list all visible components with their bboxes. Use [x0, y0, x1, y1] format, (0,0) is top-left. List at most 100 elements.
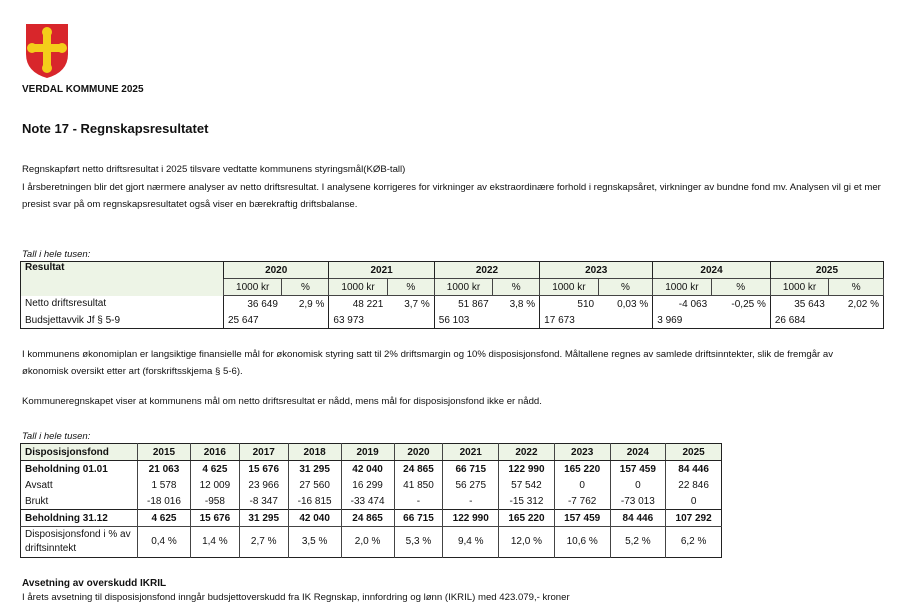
paragraph: I årsberetningen blir det gjort nærmere …	[22, 182, 881, 210]
percent-cell: 3,8 %	[509, 298, 536, 310]
table-row: Beholdning 31.12 4 625 15 676 31 295 42 040 2…	[20, 509, 722, 527]
row-label: Disposisjonsfond i % av driftsinntekt	[25, 529, 131, 554]
note-title: Note 17 - Regnskapsresultatet	[22, 121, 209, 136]
row-label: Beholdning 31.12	[20, 509, 138, 527]
table-caption: Tall i hele tusen:	[22, 431, 91, 442]
amount-cell: 48 221	[328, 295, 388, 312]
coat-of-arms-logo	[26, 24, 68, 78]
year-header: 2017	[238, 443, 289, 461]
unit-header: %	[281, 278, 330, 296]
paragraph: Regnskapført netto driftsresultat i 2025…	[22, 164, 406, 175]
value-cell: 84 446	[665, 460, 722, 477]
value-cell: 42 040	[287, 509, 342, 527]
percent-cell: 2,9 %	[298, 298, 325, 310]
value-cell: 31 295	[238, 509, 289, 527]
value-cell: -	[393, 493, 443, 510]
value-cell: 42 040	[340, 460, 395, 477]
row-label: Budsjettavvik Jf § 5-9	[25, 314, 121, 326]
value-cell: 1 578	[137, 477, 191, 493]
value-cell: 41 850	[393, 477, 443, 493]
amount-cell: 56 103	[433, 312, 540, 329]
amount-cell: 25 647	[222, 312, 329, 329]
unit-header: 1000 kr	[222, 278, 283, 296]
amount-cell: 36 649	[222, 295, 282, 312]
value-cell: 5,2 %	[609, 526, 666, 558]
year-header: 2020	[393, 443, 443, 461]
amount-cell: 510	[539, 295, 599, 312]
value-cell: 3,5 %	[287, 526, 342, 558]
row-label: Beholdning 01.01	[25, 463, 108, 475]
value-cell: 0,4 %	[137, 526, 191, 558]
row-label: Netto driftsresultat	[25, 298, 107, 310]
organization-name: VERDAL KOMMUNE 2025	[22, 84, 144, 95]
table-row: Brukt -18 016 -958 -8 347 -16 815 -33 474- - -1…	[21, 493, 722, 510]
year-header: 2023	[539, 261, 653, 279]
amount-cell: 17 673	[539, 312, 653, 329]
year-header: 2025	[769, 261, 884, 279]
value-cell: 4 625	[189, 460, 240, 477]
row-label: Brukt	[25, 495, 49, 507]
amount-cell: 63 973	[328, 312, 435, 329]
amount-cell: 35 643	[769, 295, 829, 312]
paragraph: Kommuneregnskapet viser at kommunens mål…	[22, 396, 542, 407]
table-row: Avsatt 1 578 12 009 23 966 27 560 16 299 41 85…	[21, 477, 722, 493]
value-cell: 6,2 %	[665, 526, 722, 558]
unit-header: %	[386, 278, 435, 296]
unit-header: 1000 kr	[328, 278, 388, 296]
subheading: Avsetning av overskudd IKRIL	[22, 578, 167, 589]
paragraph: I årets avsetning til disposisjonsfond i…	[22, 592, 570, 603]
unit-header: 1000 kr	[539, 278, 599, 296]
value-cell: -33 474	[340, 493, 395, 510]
value-cell: 16 299	[340, 477, 395, 493]
value-cell: 157 459	[553, 509, 610, 527]
value-cell: 2,7 %	[238, 526, 289, 558]
value-cell: -15 312	[498, 493, 555, 510]
value-cell: 5,3 %	[393, 526, 443, 558]
value-cell: 21 063	[137, 460, 191, 477]
value-cell: 9,4 %	[442, 526, 499, 558]
value-cell: 1,4 %	[189, 526, 240, 558]
value-cell: -73 013	[609, 493, 666, 510]
percent-cell: 0,03 %	[617, 298, 649, 310]
value-cell: 0	[665, 493, 722, 510]
value-cell: 165 220	[553, 460, 610, 477]
year-header: 2024	[609, 443, 666, 461]
table-header: Disposisjonsfond	[20, 443, 138, 461]
value-cell: 23 966	[238, 477, 289, 493]
value-cell: 57 542	[498, 477, 555, 493]
value-cell: 27 560	[287, 477, 342, 493]
unit-header: 1000 kr	[433, 278, 494, 296]
value-cell: 4 625	[137, 509, 191, 527]
value-cell: 15 676	[189, 509, 240, 527]
header-row: Disposisjonsfond 2015 2016 2017 2018 2019 2020…	[20, 443, 722, 461]
value-cell: 56 275	[442, 477, 499, 493]
value-cell: 12,0 %	[498, 526, 555, 558]
year-header: 2022	[498, 443, 555, 461]
percent-cell: 2,02 %	[847, 298, 879, 310]
value-cell: 157 459	[609, 460, 666, 477]
table-header: Resultat	[20, 261, 224, 296]
value-cell: -16 815	[287, 493, 342, 510]
percent-cell: 3,7 %	[404, 298, 430, 310]
value-cell: -	[442, 493, 499, 510]
year-header: 2021	[328, 261, 435, 279]
year-header: 2025	[665, 443, 722, 461]
value-cell: 2,0 %	[340, 526, 395, 558]
year-header: 2022	[433, 261, 540, 279]
value-cell: -7 762	[553, 493, 610, 510]
value-cell: 15 676	[238, 460, 289, 477]
value-cell: 165 220	[498, 509, 555, 527]
value-cell: 24 865	[340, 509, 395, 527]
year-header: 2015	[137, 443, 191, 461]
value-cell: 0	[553, 477, 610, 493]
disposisjonsfond-table: Disposisjonsfond 2015 2016 2017 2018 2019 2020…	[20, 443, 722, 558]
resultat-table: Resultat 2020 2021 2022 2023 2024 2025 1…	[20, 261, 884, 329]
amount-cell: 26 684	[769, 312, 884, 329]
value-cell: 24 865	[393, 460, 443, 477]
value-cell: 107 292	[665, 509, 722, 527]
unit-header: %	[597, 278, 654, 296]
amount-cell: 51 867	[433, 295, 493, 312]
amount-cell: 3 969	[652, 312, 771, 329]
unit-header: %	[710, 278, 771, 296]
value-cell: 12 009	[189, 477, 240, 493]
